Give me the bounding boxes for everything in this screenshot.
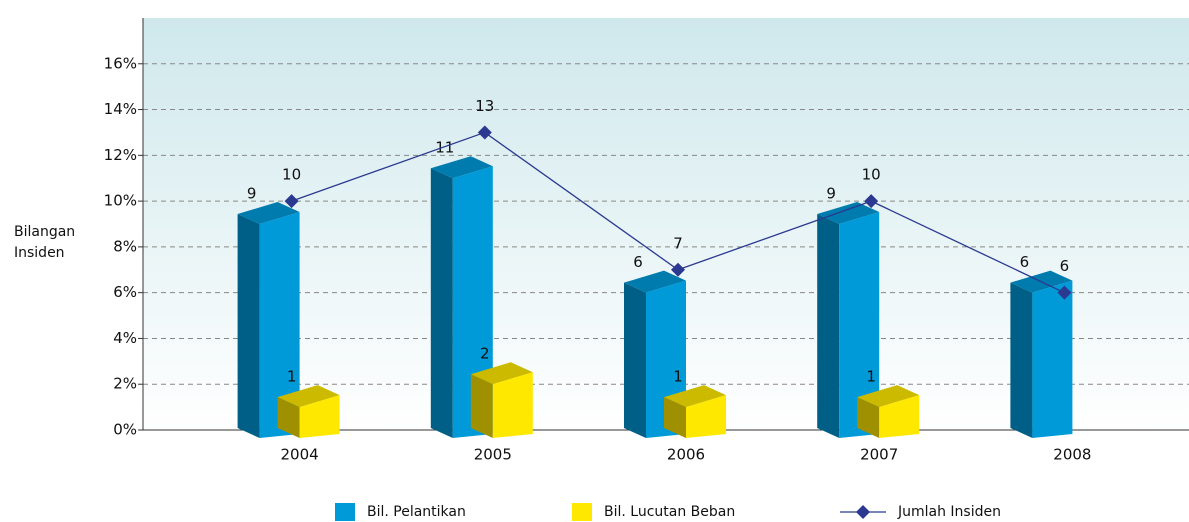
y-tick-label: 8% [113, 237, 137, 255]
bar-top [470, 362, 533, 385]
line-marker [477, 125, 492, 140]
bar [259, 212, 300, 438]
y-tick-label: 2% [113, 375, 137, 393]
legend-marker [856, 505, 870, 519]
bar [452, 166, 493, 438]
legend-label: Bil. Lucutan Beban [604, 504, 735, 520]
bar-top [817, 202, 880, 224]
x-tick-label: 2004 [281, 446, 319, 464]
data-label: 6 [1020, 253, 1030, 271]
bar-top [430, 156, 493, 179]
bar [686, 395, 726, 438]
y-tick-label: 4% [113, 329, 137, 347]
y-tick-label: 12% [104, 146, 137, 164]
legend-label: Bil. Pelantikan [367, 504, 466, 520]
data-label: 10 [862, 166, 881, 184]
bar-side [664, 397, 686, 438]
x-tick-label: 2008 [1053, 446, 1091, 464]
bar [299, 395, 340, 438]
x-tick-label: 2006 [667, 446, 705, 464]
bar-side [857, 397, 880, 438]
x-tick-label: 2005 [474, 446, 512, 464]
data-label: 7 [673, 234, 683, 252]
y-tick-label: 0% [113, 421, 137, 439]
bar-side [237, 214, 260, 438]
legend-swatch [572, 503, 592, 521]
bar-top [624, 270, 686, 293]
data-label: 11 [435, 139, 454, 157]
bar-top [237, 202, 300, 224]
data-label: 1 [287, 368, 297, 386]
bar-side [624, 282, 646, 438]
data-label: 10 [282, 166, 301, 184]
data-label: 1 [673, 368, 683, 386]
bar [492, 372, 533, 438]
bar-side [430, 168, 453, 438]
bar [879, 395, 920, 438]
bar-top [857, 385, 920, 408]
data-label: 2 [480, 345, 490, 363]
bar-side [817, 214, 840, 438]
line-marker [1057, 285, 1072, 300]
y-tick-label: 10% [104, 192, 137, 210]
y-tick-label: 16% [104, 54, 137, 72]
x-tick-label: 2007 [860, 446, 898, 464]
y-tick-label: 6% [113, 283, 137, 301]
line-marker [284, 194, 299, 209]
data-label: 6 [633, 253, 643, 271]
data-label: 1 [866, 368, 876, 386]
legend-label: Jumlah Insiden [897, 504, 1001, 520]
bar-top [277, 385, 340, 408]
y-axis-label: Bilangan Insiden [14, 224, 76, 261]
y-tick-label: 14% [104, 100, 137, 118]
bar-side [1010, 282, 1033, 438]
data-label: 13 [475, 97, 494, 115]
line-marker [671, 262, 685, 277]
bar-side [277, 397, 300, 438]
data-label: 9 [247, 185, 257, 203]
bar [839, 212, 880, 438]
data-label: 6 [1060, 257, 1070, 275]
legend-swatch [335, 503, 355, 521]
bar-top [664, 385, 726, 408]
line-marker [864, 194, 879, 209]
bar-side [470, 374, 493, 438]
data-label: 9 [826, 185, 836, 203]
bar [1032, 280, 1073, 438]
